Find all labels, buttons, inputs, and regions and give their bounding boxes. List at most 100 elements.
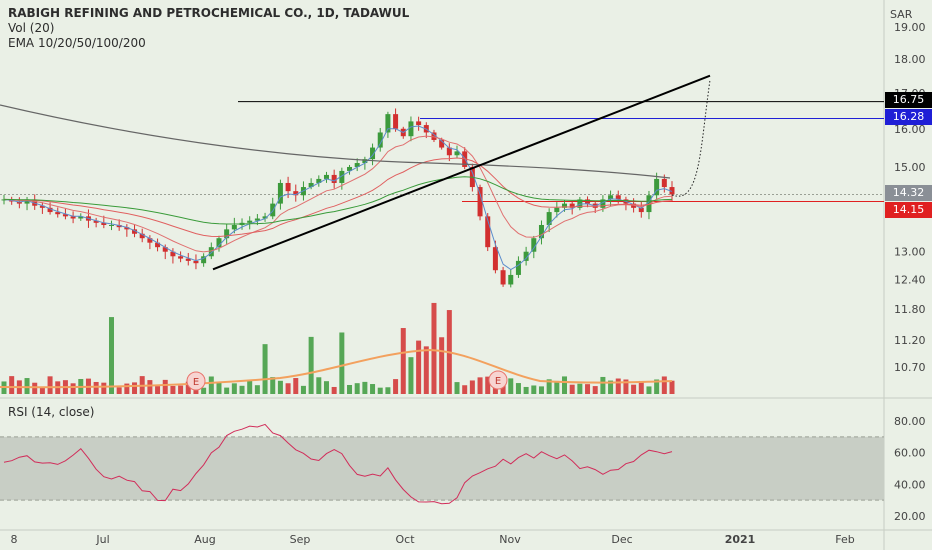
volume-bar [538,386,544,394]
volume-bar [370,384,376,394]
volume-bar [431,302,437,394]
candle-body [500,270,506,285]
candle-body [562,203,568,208]
candle-body [585,199,591,204]
candle-body [439,139,445,148]
candle-body [393,114,399,129]
volume-bar [254,385,260,394]
candle-body [108,224,114,226]
volume-bar [377,387,383,394]
candle-body [546,212,552,225]
volume-bar [393,379,399,394]
volume-bar [285,383,291,394]
volume-bar [70,383,76,394]
volume-bar [546,379,552,394]
ema20-line [3,135,673,253]
candle-body [16,201,22,204]
candle-body [531,238,537,252]
volume-bar [515,383,521,394]
volume-bar [385,387,391,394]
volume-bar [585,384,591,394]
volume-bar [162,379,168,394]
volume-bar [239,385,245,394]
candle-body [170,251,176,257]
volume-bar [331,386,337,394]
volume-bar [47,376,53,394]
candle-body [32,199,38,206]
candle-body [654,178,660,196]
volume-bar [631,384,637,394]
volume-bar [569,384,575,394]
volume-bar [224,387,230,394]
volume-bar [201,387,207,394]
candle-body [477,187,483,217]
candle-body [370,147,376,160]
earnings-marker-label: E [193,377,199,388]
volume-bar [262,344,268,394]
candle-body [293,191,299,196]
candle-body [431,132,437,140]
candle-body [262,216,268,219]
candle-body [615,195,621,200]
volume-bar [608,380,614,394]
candle-body [416,121,422,126]
candle-body [323,174,329,179]
candle-body [554,207,560,213]
candle-body [354,163,360,167]
candle-body [62,214,68,217]
volume-bar [469,380,475,394]
volume-bar [462,385,468,394]
candle-body [485,216,491,248]
volume-bar [562,376,568,394]
price-tag-16-28: 16.28 [885,109,932,125]
volume-bar [600,376,606,394]
volume-bar [439,337,445,394]
volume-bar [277,380,283,394]
volume-bar [124,383,130,394]
volume-bar [623,379,629,394]
candle-body [254,218,260,221]
volume-bar [508,378,514,394]
volume-bar [615,378,621,394]
candle-body [178,256,184,259]
volume-bar [323,381,329,394]
volume-bar [423,346,429,394]
volume-bar [300,385,306,394]
candle-body [285,182,291,192]
candle-body [162,247,168,252]
volume-bar [32,382,38,394]
volume-bar [247,380,253,394]
candle-body [55,212,61,215]
time-axis-tick: Jul [95,533,109,546]
earnings-marker-label: E [495,376,501,387]
volume-bar [354,383,360,394]
candle-body [116,224,122,228]
time-axis-tick: Sep [290,533,311,546]
time-axis-tick: Aug [194,533,215,546]
candle-body [646,195,652,213]
price-axis-tick: 15.00 [894,161,926,174]
candle-body [638,207,644,213]
ema-label: EMA 10/20/50/100/200 [8,36,146,50]
volume-bar [93,381,99,394]
time-axis-tick: Feb [835,533,854,546]
volume-bar [231,383,237,394]
volume-bar [661,376,667,394]
volume-bar [485,376,491,394]
candle-body [308,182,314,188]
rsi-axis-tick: 80.00 [894,415,926,428]
candle-body [377,132,383,148]
candle-body [47,207,53,213]
candle-body [231,224,237,230]
price-axis-tick: 11.20 [894,334,926,347]
volume-bar [316,377,322,394]
rsi-axis-tick: 40.00 [894,478,926,491]
volume-bar [408,357,414,394]
volume-bar [9,376,15,394]
volume-bar [400,328,406,394]
volume-bar [155,386,161,394]
candle-body [270,203,276,217]
volume-label: Vol (20) [8,21,55,35]
time-axis-tick: 2021 [725,533,756,546]
